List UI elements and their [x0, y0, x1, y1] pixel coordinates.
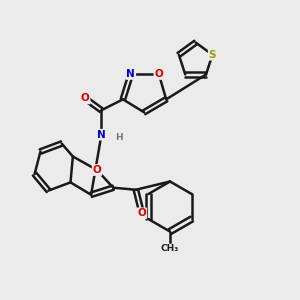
Text: O: O [93, 165, 101, 175]
Text: S: S [209, 50, 216, 60]
Text: O: O [154, 69, 163, 79]
Text: H: H [115, 133, 123, 142]
Text: O: O [81, 94, 90, 103]
Text: N: N [127, 69, 135, 79]
Text: N: N [97, 130, 106, 140]
Text: O: O [137, 208, 146, 218]
Text: CH₃: CH₃ [161, 244, 179, 253]
